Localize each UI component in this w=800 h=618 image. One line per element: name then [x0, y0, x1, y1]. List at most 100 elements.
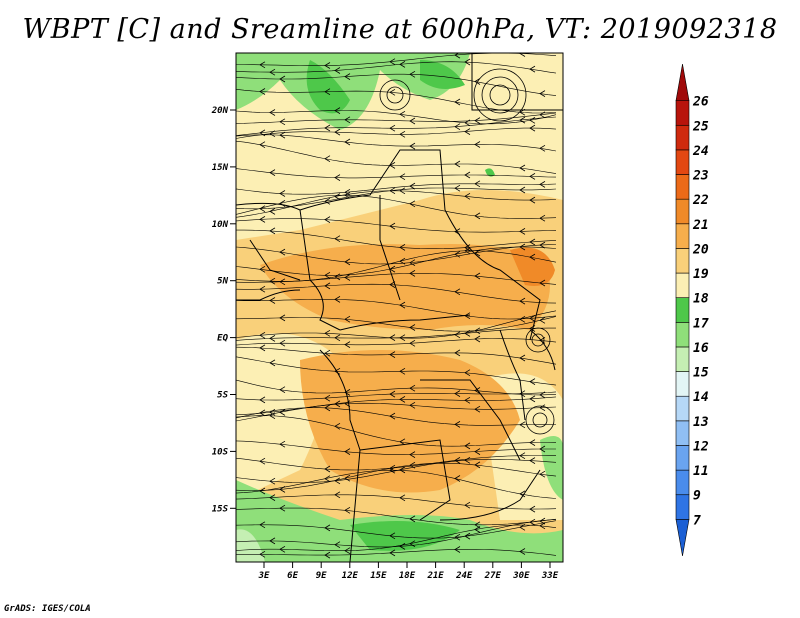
streamline-arrow [279, 409, 286, 416]
streamline-eddies [379, 68, 555, 435]
lat-tick-label: 5S [217, 391, 228, 401]
lat-tick-label: 15S [212, 504, 229, 514]
streamline-arrow [324, 124, 331, 132]
streamline-arrow [519, 243, 526, 251]
streamline-arrow [539, 470, 546, 478]
streamline-arrow [519, 354, 526, 362]
streamline-arrow [529, 378, 536, 385]
streamline-arrow [334, 541, 341, 549]
streamline-arrow [399, 187, 406, 195]
streamline-arrow [389, 265, 396, 273]
streamline [236, 299, 557, 320]
streamline-arrow [454, 475, 461, 482]
streamline [236, 89, 557, 114]
streamline-arrow [279, 200, 286, 207]
streamline-arrow [324, 349, 331, 357]
streamline-arrow [399, 301, 406, 309]
streamline-arrow [279, 131, 286, 139]
colorbar-label: 16 [693, 341, 709, 356]
streamline [236, 61, 557, 74]
colorbar-label: 12 [693, 439, 709, 454]
grads-credit: GrADS: IGES/COLA [4, 604, 91, 614]
streamline-arrow [399, 367, 406, 375]
streamline [236, 455, 557, 471]
streamline-arrow [454, 390, 461, 397]
streamline [236, 73, 557, 96]
streamline-arrow [269, 297, 276, 304]
streamline-arrow [269, 277, 276, 285]
colorbar-label: 15 [693, 366, 709, 381]
streamline [236, 134, 557, 152]
streamline-arrow [539, 214, 546, 222]
streamline-arrow [529, 315, 536, 322]
streamline-arrow [344, 389, 351, 396]
streamline-arrow [399, 494, 406, 502]
streamline-arrow [344, 341, 351, 348]
streamline-arrow [344, 474, 351, 482]
colorbar-swatch [675, 248, 690, 274]
streamline [236, 273, 557, 285]
colorbar-swatch [675, 272, 690, 298]
streamline-arrow [269, 227, 276, 235]
streamline-arrow [519, 228, 526, 235]
streamline-arrow [409, 451, 416, 458]
colorbar-swatches [675, 63, 690, 557]
streamline-arrow [539, 181, 546, 188]
streamline-arrow [324, 62, 331, 69]
streamline-arrow [454, 331, 461, 339]
streamline-arrow [344, 116, 351, 124]
streamline-arrow [529, 238, 536, 246]
streamline-arrow [344, 547, 351, 555]
streamline [236, 379, 557, 396]
streamline-arrow [324, 282, 331, 290]
streamline-arrow [529, 124, 536, 132]
streamline-arrow [269, 130, 276, 138]
colorbar-swatch [675, 371, 690, 397]
streamline [236, 116, 557, 136]
colorbar-swatch [675, 346, 690, 372]
streamline-arrow [269, 208, 276, 215]
streamline [236, 112, 557, 124]
streamline-arrow [389, 88, 396, 96]
lon-tick-label: 18E [399, 571, 416, 581]
streamline-arrow [389, 532, 396, 540]
streamline-arrow [259, 550, 266, 558]
colorbar-label: 14 [693, 390, 709, 405]
streamline-arrow [454, 228, 461, 235]
streamline-arrow [389, 351, 396, 358]
streamline-arrow [344, 258, 351, 266]
map-field [236, 53, 563, 562]
streamline-arrow [389, 222, 396, 230]
streamline-arrow [389, 412, 396, 420]
streamline-arrow [399, 110, 406, 118]
streamline-arrow [474, 461, 481, 469]
streamline [236, 327, 556, 341]
streamline-arrow [259, 216, 266, 223]
lon-tick-label: 30E [512, 571, 530, 581]
streamline-arrow [259, 521, 266, 529]
colorbar-label: 22 [692, 193, 709, 208]
streamline [236, 338, 557, 346]
streamline-arrow [324, 155, 331, 163]
latitude-axis: 20N 15N 10N 5N EQ 5S 10S 15S [211, 106, 236, 514]
streamline-arrow [409, 324, 416, 331]
streamline-arrow [464, 244, 471, 251]
streamline-arrow [464, 369, 471, 377]
streamline-arrow [409, 270, 416, 277]
lon-tick-label: 21E [426, 571, 444, 581]
streamline-arrow [464, 312, 471, 320]
streamline-arrow [324, 394, 331, 402]
streamline-arrow [269, 537, 276, 545]
streamline-arrow [389, 124, 396, 132]
streamline-arrow [519, 164, 526, 172]
lon-tick-label: 12E [342, 571, 359, 581]
longitude-axis: 3E 6E 9E 12E 15E 18E 21E 24E 27E 30E 33E [258, 562, 559, 581]
streamline-arrow [399, 438, 406, 446]
streamline-arrow [334, 296, 341, 303]
streamline-arrow [464, 247, 471, 255]
streamline-arrow [324, 465, 331, 473]
streamline-arrow [324, 216, 331, 223]
streamline [236, 391, 557, 401]
streamline-arrow [279, 504, 286, 512]
